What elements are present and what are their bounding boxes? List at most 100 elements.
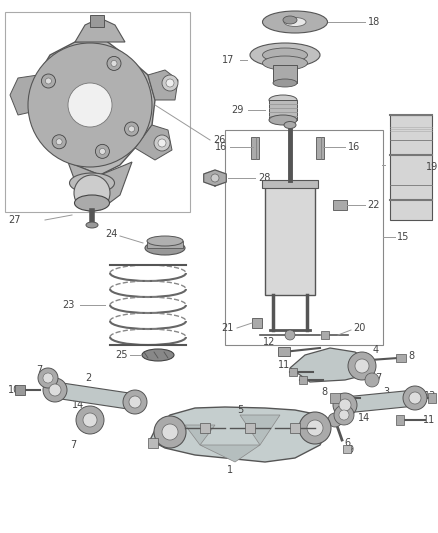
Circle shape — [38, 53, 142, 157]
Circle shape — [355, 359, 369, 373]
Circle shape — [285, 330, 295, 340]
Text: 10: 10 — [8, 385, 20, 395]
Bar — [289, 368, 297, 376]
Bar — [262, 180, 318, 188]
Text: 9: 9 — [152, 440, 158, 450]
Circle shape — [60, 75, 120, 135]
Circle shape — [28, 43, 152, 167]
Circle shape — [334, 405, 354, 425]
Bar — [90, 15, 104, 27]
Text: 4: 4 — [373, 345, 379, 355]
Text: 18: 18 — [368, 17, 380, 27]
Text: 27: 27 — [8, 215, 21, 225]
Text: 7: 7 — [332, 419, 338, 429]
Ellipse shape — [273, 79, 297, 87]
Circle shape — [38, 368, 58, 388]
Ellipse shape — [283, 16, 297, 24]
Bar — [299, 376, 307, 384]
Ellipse shape — [147, 236, 183, 246]
Text: 3: 3 — [383, 387, 389, 397]
Bar — [252, 318, 262, 328]
Text: 1: 1 — [227, 465, 233, 475]
Bar — [265, 185, 315, 295]
Circle shape — [74, 175, 110, 211]
Text: 11: 11 — [423, 415, 435, 425]
Text: 20: 20 — [353, 323, 365, 333]
Bar — [343, 445, 351, 453]
Bar — [251, 137, 259, 159]
Ellipse shape — [269, 115, 297, 125]
Bar — [273, 65, 297, 83]
Circle shape — [43, 373, 53, 383]
Bar — [225, 130, 383, 345]
Ellipse shape — [142, 349, 174, 361]
Circle shape — [166, 79, 174, 87]
Text: 26: 26 — [213, 135, 226, 145]
Text: 21: 21 — [222, 323, 234, 333]
Text: 15: 15 — [397, 232, 410, 242]
Circle shape — [154, 416, 186, 448]
Text: 16: 16 — [215, 142, 227, 152]
Circle shape — [40, 55, 140, 155]
Text: 28: 28 — [258, 173, 270, 183]
Ellipse shape — [70, 173, 114, 193]
Bar — [278, 347, 290, 356]
Ellipse shape — [86, 222, 98, 228]
Ellipse shape — [269, 95, 297, 105]
Polygon shape — [344, 390, 416, 413]
Circle shape — [328, 413, 342, 427]
Text: 7: 7 — [70, 440, 76, 450]
Polygon shape — [240, 415, 280, 445]
Text: 12: 12 — [263, 337, 275, 347]
Circle shape — [348, 352, 376, 380]
Text: 11: 11 — [278, 360, 290, 370]
Bar — [148, 438, 158, 448]
Polygon shape — [200, 445, 260, 462]
Bar — [245, 423, 255, 433]
Text: 29: 29 — [232, 105, 244, 115]
Circle shape — [123, 390, 147, 414]
Text: 25: 25 — [116, 350, 128, 360]
Bar — [330, 393, 340, 403]
Circle shape — [83, 413, 97, 427]
Circle shape — [124, 122, 138, 136]
Bar — [290, 423, 300, 433]
Circle shape — [46, 78, 51, 84]
Ellipse shape — [262, 56, 307, 70]
Circle shape — [52, 67, 128, 143]
Ellipse shape — [284, 122, 296, 128]
Text: 14: 14 — [358, 413, 370, 423]
Polygon shape — [75, 18, 125, 42]
Bar — [333, 200, 347, 210]
Circle shape — [158, 139, 166, 147]
Bar — [396, 415, 404, 425]
Text: 13: 13 — [424, 391, 436, 401]
Text: 7: 7 — [36, 365, 42, 375]
Polygon shape — [150, 407, 330, 462]
Bar — [269, 100, 297, 120]
Text: 9: 9 — [347, 445, 353, 455]
Circle shape — [99, 148, 106, 155]
Polygon shape — [148, 70, 178, 100]
Text: 17: 17 — [222, 55, 234, 65]
Bar — [147, 241, 183, 248]
Polygon shape — [135, 125, 172, 160]
Text: 5: 5 — [237, 405, 243, 415]
Ellipse shape — [262, 11, 328, 33]
Circle shape — [365, 373, 379, 387]
Bar — [15, 385, 25, 395]
Text: 8: 8 — [408, 351, 414, 361]
Ellipse shape — [74, 195, 110, 211]
Circle shape — [43, 378, 67, 402]
Polygon shape — [185, 425, 215, 445]
Bar — [5, 12, 190, 212]
Text: 16: 16 — [348, 142, 360, 152]
Bar — [200, 423, 210, 433]
Ellipse shape — [145, 241, 185, 255]
Text: 7: 7 — [375, 373, 381, 383]
Circle shape — [403, 386, 427, 410]
Ellipse shape — [262, 48, 307, 62]
Circle shape — [409, 392, 421, 404]
Circle shape — [333, 393, 357, 417]
Circle shape — [162, 424, 178, 440]
